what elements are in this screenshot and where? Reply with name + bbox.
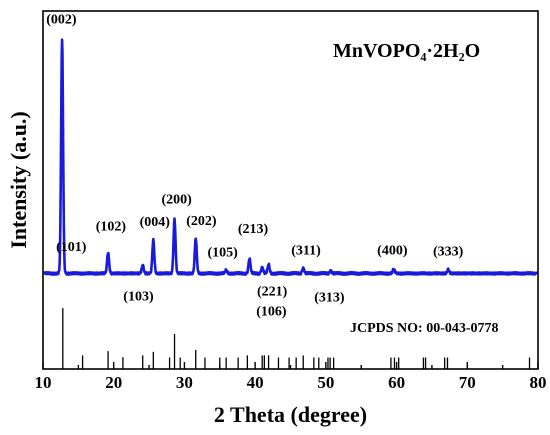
peak-label: (102) [96, 219, 127, 234]
x-tick-label: 70 [459, 373, 476, 392]
peak-label: (313) [314, 291, 345, 306]
x-tick-label: 80 [530, 373, 547, 392]
peak-label: (333) [433, 245, 464, 260]
peak-label: (106) [256, 304, 287, 319]
x-axis-ticks: 10 20 30 40 50 60 70 80 [35, 362, 547, 392]
reference-label: JCPDS NO: 00-043-0778 [350, 321, 499, 336]
peak-label: (103) [123, 289, 154, 304]
peak-label: (101) [56, 240, 87, 255]
x-tick-label: 30 [176, 373, 193, 392]
chart-title: MnVOPO₄·2H₂O [333, 40, 480, 62]
peak-label: (400) [377, 243, 408, 258]
x-axis-title: 2 Theta (degree) [214, 402, 367, 427]
peak-label: (221) [257, 285, 288, 300]
peak-labels: (002) (101) (102) (004) (200) (202) (105)(213)… [46, 13, 463, 320]
peak-label: (311) [291, 243, 321, 258]
x-tick-label: 20 [105, 373, 122, 392]
reference-lines [62, 308, 531, 369]
peak-label: (213) [238, 222, 269, 237]
peak-label: (105) [207, 246, 238, 261]
plot-frame [42, 10, 539, 370]
y-axis-title: Intensity (a.u.) [6, 111, 31, 249]
x-tick-label: 60 [388, 373, 405, 392]
peak-label: (002) [46, 13, 77, 28]
x-tick-label: 40 [247, 373, 264, 392]
xrd-pattern-line [43, 38, 538, 276]
peak-label: (004) [140, 215, 171, 230]
x-tick-label: 50 [317, 373, 334, 392]
x-tick-label: 10 [35, 373, 52, 392]
peak-label: (200) [161, 193, 192, 208]
peak-label: (202) [186, 214, 217, 229]
